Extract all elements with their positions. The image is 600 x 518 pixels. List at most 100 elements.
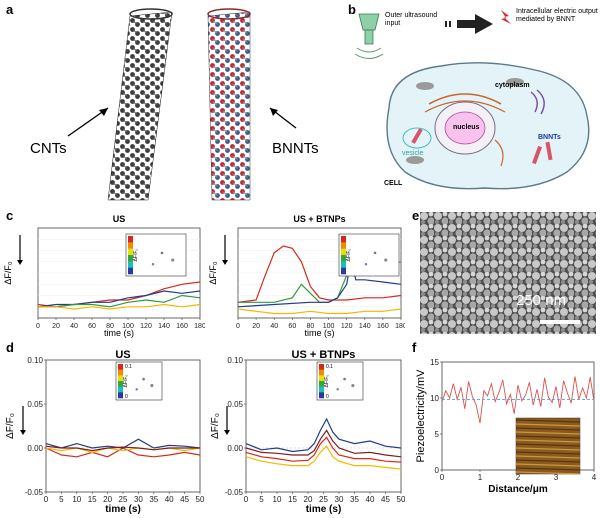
panel-label-b: b — [348, 2, 356, 17]
cell-dot — [160, 251, 164, 255]
stimulus-arrowhead — [20, 430, 26, 435]
afm-texture-stripe — [515, 463, 581, 467]
x-tick-label: 20 — [52, 323, 60, 330]
ultrasound-transducer-icon — [354, 13, 384, 59]
series-line — [237, 245, 402, 303]
cell-dot — [373, 251, 377, 255]
colorbar-segment — [341, 236, 346, 243]
chart-d2: 0 5 10 15 20 25 30 35 40 45 50-0.050.000.050.10 US … — [210, 349, 405, 515]
y-tick-label: 10 — [430, 394, 439, 403]
inset-bottom-value: 0 — [326, 394, 329, 400]
cell-dot — [151, 263, 155, 266]
x-tick-label: 25 — [319, 495, 328, 504]
series-line — [45, 445, 200, 452]
afm-texture-stripe — [515, 471, 581, 475]
colorbar-segment — [341, 248, 346, 256]
x-axis-label: time (s) — [305, 328, 335, 338]
series-line — [245, 429, 402, 458]
y-tick-label: 5 — [435, 430, 440, 439]
chart-title: US — [113, 214, 126, 224]
x-tick-label: 40 — [366, 495, 375, 504]
y-tick-label: 0.00 — [227, 444, 243, 453]
colorbar-segment — [319, 381, 324, 387]
colorbar-segment — [319, 364, 324, 370]
chart-title: US + BTNPs — [293, 214, 345, 224]
x-tick-label: 40 — [70, 323, 78, 330]
afm-texture-stripe — [515, 431, 581, 435]
x-tick-label: 45 — [180, 495, 189, 504]
cytoplasm-label: cytoplasm — [495, 82, 530, 89]
x-tick-label: 50 — [196, 495, 205, 504]
chart-title: US — [115, 349, 130, 361]
colorbar-segment — [128, 236, 133, 243]
vesicle-label: vesicle — [402, 150, 424, 157]
colorbar-segment — [118, 381, 123, 387]
colorbar-segment — [128, 242, 133, 249]
x-tick-label: 4 — [592, 473, 597, 482]
x-tick-label: 160 — [176, 323, 188, 330]
colorbar-segment — [128, 248, 133, 256]
y-axis-label: Piezoelectricity/mV — [415, 369, 427, 463]
x-tick-label: 5 — [259, 495, 264, 504]
x-tick-label: 35 — [350, 495, 359, 504]
x-tick-label: 5 — [59, 495, 64, 504]
chart-title: US + BTNPs — [292, 349, 356, 361]
y-tick-label: -0.05 — [25, 488, 44, 497]
y-tick-label: 0.00 — [27, 444, 43, 453]
x-tick-label: 20 — [103, 495, 112, 504]
panel-b-schematic — [354, 10, 590, 190]
inset-image — [316, 361, 364, 401]
x-tick-label: 100 — [323, 323, 335, 330]
x-tick-label: 40 — [165, 495, 174, 504]
y-axis-label: ΔF/F₀ — [210, 413, 221, 439]
cell-dot — [343, 377, 346, 381]
lightning-icon — [501, 10, 511, 24]
cell-dot — [351, 383, 355, 388]
scale-bar-label: 250 nm — [516, 292, 567, 309]
colorbar-segment — [128, 255, 133, 262]
panel-a-nanotubes — [67, 8, 297, 201]
colorbar-segment — [118, 369, 123, 376]
afm-texture-stripe — [515, 467, 581, 471]
afm-texture-stripe — [515, 443, 581, 447]
x-tick-label: 30 — [335, 495, 344, 504]
inset-top-value: 0.1 — [125, 364, 132, 370]
panel-label-c: c — [6, 208, 14, 223]
cell-label: CELL — [384, 180, 403, 187]
cell-dot — [135, 388, 138, 391]
afm-texture-stripe — [515, 455, 581, 459]
ultrasound-arrow-icon — [445, 14, 493, 34]
y-tick-label: 0.05 — [27, 400, 43, 409]
x-tick-label: 15 — [88, 495, 97, 504]
x-tick-label: 0 — [244, 495, 249, 504]
colorbar-segment — [118, 392, 123, 399]
x-axis-label: time (s) — [104, 328, 134, 338]
x-tick-label: 45 — [381, 495, 390, 504]
stimulus-arrowhead — [17, 260, 23, 265]
chart-c1: 0 20 40 60 80 100 120 140 160 180 US time (s) ΔF/F₀ Δ… — [3, 214, 205, 338]
y-tick-label: 0 — [435, 466, 440, 475]
panel-label-a: a — [6, 2, 14, 17]
sem-image — [420, 212, 596, 334]
series-line — [441, 376, 595, 424]
x-tick-label: 120 — [341, 323, 353, 330]
y-axis-label: ΔF/F₀ — [3, 261, 13, 285]
inset-bottom-value: 0 — [125, 394, 128, 400]
colorbar-segment — [118, 375, 123, 382]
x-tick-label: 100 — [122, 323, 134, 330]
afm-texture-stripe — [515, 427, 581, 431]
x-axis-label: time (s) — [105, 504, 141, 515]
y-tick-label: 0.10 — [227, 356, 243, 365]
x-tick-label: 20 — [252, 323, 260, 330]
electric-output-caption: Intracellular electric output mediated b… — [516, 8, 598, 23]
x-tick-label: 160 — [377, 323, 389, 330]
x-tick-label: 40 — [270, 323, 278, 330]
x-tick-label: 15 — [288, 495, 297, 504]
cell-diagram — [386, 62, 590, 190]
x-tick-label: 10 — [72, 495, 81, 504]
x-tick-label: 140 — [158, 323, 170, 330]
stimulus-arrowhead — [224, 430, 230, 435]
x-tick-label: 120 — [140, 323, 152, 330]
x-tick-label: 80 — [106, 323, 114, 330]
afm-texture-stripe — [515, 447, 581, 451]
